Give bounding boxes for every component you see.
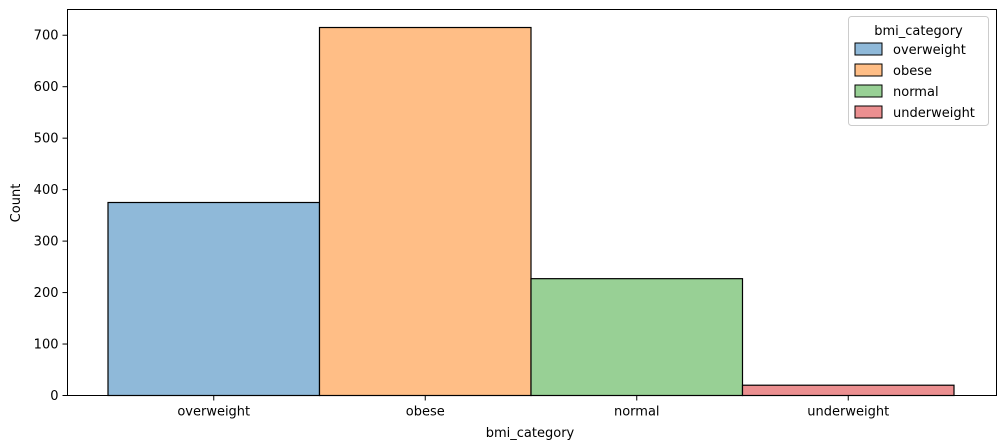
y-tick-label: 700 <box>34 29 59 44</box>
x-tick-label: normal <box>614 405 660 420</box>
x-axis: overweight obese normal underweight <box>177 395 889 420</box>
y-tick-label: 100 <box>34 338 59 353</box>
x-axis-label: bmi_category <box>486 426 575 441</box>
legend-swatch-underweight <box>854 105 883 119</box>
bar-obese <box>318 26 532 397</box>
x-tick-label: overweight <box>177 405 250 420</box>
legend-label-overweight: overweight <box>893 43 966 58</box>
y-tick-label: 300 <box>34 235 59 250</box>
bar-overweight <box>107 201 321 397</box>
legend-frame <box>848 16 989 126</box>
bar-normal <box>530 278 744 397</box>
x-tick-label: underweight <box>807 405 889 420</box>
legend: bmi_category overweight obese normal underw… <box>848 16 989 126</box>
y-axis: 0 100 200 300 400 500 600 700 <box>34 29 68 404</box>
x-tick-label: obese <box>406 405 445 420</box>
y-tick-label: 0 <box>50 389 58 404</box>
bar-underweight <box>741 384 955 397</box>
plot-frame <box>67 9 997 396</box>
y-tick-label: 200 <box>34 286 59 301</box>
legend-swatch-normal <box>854 84 883 98</box>
y-tick-label: 500 <box>34 132 59 147</box>
y-axis-label: Count <box>9 184 24 223</box>
y-tick-label: 600 <box>34 80 59 95</box>
legend-label-obese: obese <box>893 64 932 79</box>
legend-label-underweight: underweight <box>893 106 975 121</box>
y-tick-label: 400 <box>34 183 59 198</box>
legend-swatch-overweight <box>854 42 883 56</box>
bars-group <box>107 26 955 397</box>
legend-label-normal: normal <box>893 85 939 100</box>
legend-swatch-obese <box>854 63 883 77</box>
legend-title: bmi_category <box>874 24 963 39</box>
